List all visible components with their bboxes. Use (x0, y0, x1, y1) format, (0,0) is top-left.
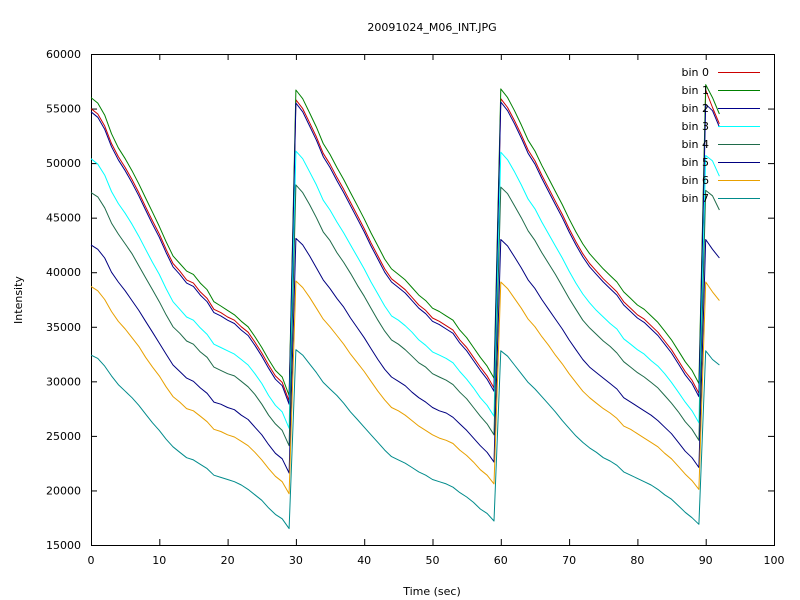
series-line-bin-3 (90, 150, 720, 429)
legend-label: bin 2 (681, 102, 709, 115)
chart-title: 20091024_M06_INT.JPG (367, 21, 496, 34)
legend-label: bin 5 (681, 156, 709, 169)
y-axis-label: Intensity (12, 276, 25, 324)
legend-label: bin 0 (681, 66, 709, 79)
x-tick-label: 0 (88, 554, 95, 567)
series-line-bin-5 (90, 237, 720, 474)
x-tick-label: 70 (562, 554, 576, 567)
x-tick-label: 10 (152, 554, 166, 567)
series-line-bin-6 (90, 280, 720, 495)
y-tick-label: 55000 (46, 103, 81, 116)
x-axis: 0 10 20 30 40 50 60 70 80 90 100 (88, 54, 785, 567)
y-tick-label: 45000 (46, 212, 81, 225)
x-tick-label: 40 (357, 554, 371, 567)
series-line-bin-2 (90, 101, 720, 405)
series-line-bin-4 (90, 184, 720, 447)
legend: bin 0 bin 1 bin 2 bin 3 bin 4 bin 5 bin 6 bin 7 (681, 66, 760, 205)
series-line-bin-0 (90, 89, 720, 402)
x-tick-label: 60 (494, 554, 508, 567)
y-tick-label: 60000 (46, 48, 81, 61)
legend-label: bin 4 (681, 138, 709, 151)
y-axis: 15000 20000 25000 30000 35000 40000 45000 50000… (46, 48, 774, 552)
series-layer (90, 84, 720, 530)
series-line-bin-1 (90, 84, 720, 396)
y-tick-label: 40000 (46, 266, 81, 279)
legend-label: bin 6 (681, 174, 709, 187)
y-tick-label: 50000 (46, 157, 81, 170)
y-tick-label: 25000 (46, 430, 81, 443)
plot-frame (91, 54, 775, 546)
x-tick-label: 50 (426, 554, 440, 567)
x-tick-label: 100 (764, 554, 785, 567)
x-tick-label: 30 (289, 554, 303, 567)
x-tick-label: 80 (630, 554, 644, 567)
y-tick-label: 35000 (46, 321, 81, 334)
series-line-bin-7 (90, 349, 720, 530)
y-tick-label: 15000 (46, 539, 81, 552)
legend-label: bin 7 (681, 192, 709, 205)
x-tick-label: 20 (221, 554, 235, 567)
y-tick-label: 30000 (46, 375, 81, 388)
legend-label: bin 1 (681, 84, 709, 97)
x-tick-label: 90 (699, 554, 713, 567)
legend-label: bin 3 (681, 120, 709, 133)
x-axis-label: Time (sec) (402, 585, 461, 598)
y-tick-label: 20000 (46, 484, 81, 497)
